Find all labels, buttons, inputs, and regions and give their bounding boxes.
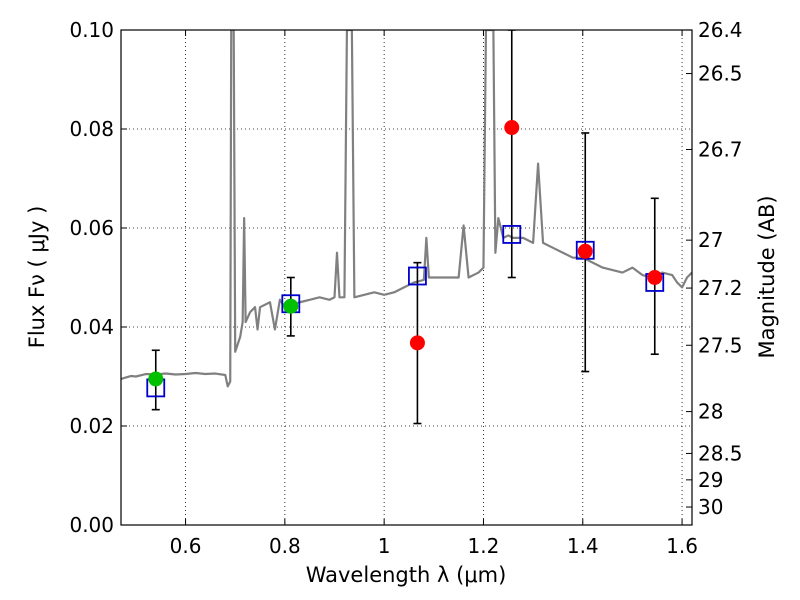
observed-point: [283, 298, 299, 314]
magnitude-tick-label: 28.5: [698, 441, 743, 465]
x-tick-label: 0.8: [269, 534, 301, 558]
magnitude-tick-label: 26.7: [698, 137, 743, 161]
observed-point: [409, 335, 425, 351]
magnitude-tick-label: 28: [698, 400, 723, 424]
x-tick-label: 0.6: [170, 534, 202, 558]
model-spectrum-line: [121, 30, 692, 388]
x-tick-label: 1.6: [666, 534, 698, 558]
y-tick-label: 0.02: [69, 414, 114, 438]
magnitude-tick-label: 30: [698, 495, 723, 519]
x-tick-label: 1: [378, 534, 391, 558]
magnitude-tick-label: 26.5: [698, 62, 743, 86]
observed-point: [647, 270, 663, 285]
observed-points-layer: [148, 120, 663, 387]
x-tick-label: 1.4: [567, 534, 599, 558]
grid-layer: [121, 30, 692, 525]
model-point-square: [502, 225, 522, 244]
y-tick-label: 0.04: [69, 315, 114, 339]
model-point-square: [575, 240, 595, 260]
y-axis-label: Flux Fν ( μJy ): [25, 206, 49, 349]
plot-frame: [120, 29, 693, 526]
spectrum-layer: [121, 30, 692, 388]
magnitude-tick-label: 29: [698, 468, 723, 492]
magnitude-tick-label: 26.4: [698, 18, 743, 42]
y-tick-label: 0.08: [69, 117, 114, 141]
magnitude-axis-label: Magnitude (AB): [755, 195, 779, 358]
tick-layer: 0.6 0.8 1 1.2 1.4 1.6 0.00 0.02 0.04 0.06 0.08 0.10…: [69, 18, 742, 558]
model-point-square: [408, 266, 427, 286]
magnitude-tick-label: 27.2: [698, 276, 743, 300]
y-tick-label: 0.10: [69, 18, 114, 42]
y-tick-label: 0.06: [69, 216, 114, 240]
magnitude-tick-label: 27.5: [698, 333, 743, 357]
x-tick-label: 1.2: [468, 534, 500, 558]
magnitude-tick-label: 27: [698, 228, 723, 252]
x-axis-label: Wavelength λ (μm): [306, 563, 507, 587]
y-tick-label: 0.00: [69, 513, 114, 537]
observed-point: [577, 243, 593, 259]
observed-point: [148, 371, 164, 387]
observed-point: [504, 120, 520, 136]
